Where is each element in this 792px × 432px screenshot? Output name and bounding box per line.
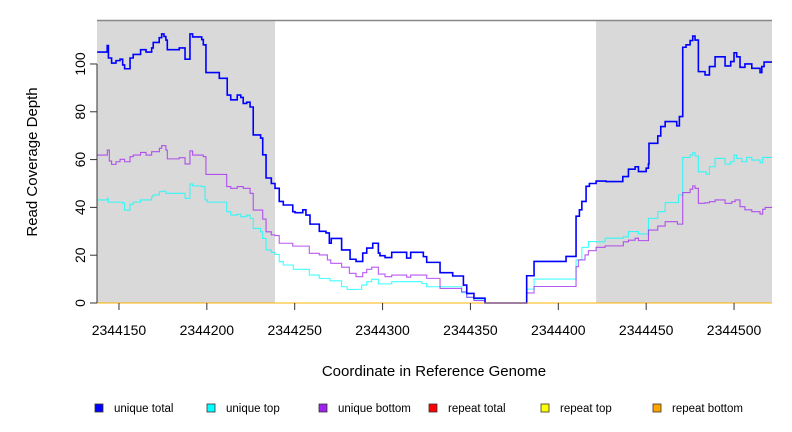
legend-swatch <box>206 403 216 413</box>
legend-label: unique bottom <box>338 403 411 415</box>
x-axis-title: Coordinate in Reference Genome <box>322 363 546 380</box>
legend-label: repeat total <box>448 403 506 415</box>
legend-item-unique-bottom: unique bottom <box>318 403 411 415</box>
legend-swatch <box>652 403 662 413</box>
legend-label: unique top <box>226 403 280 415</box>
shaded-regions <box>97 20 772 303</box>
legend-label: repeat bottom <box>672 403 743 415</box>
x-tick-label: 2344300 <box>355 322 410 338</box>
legend-swatch <box>318 403 328 413</box>
legend-label: unique total <box>114 403 173 415</box>
series-line-unique-total <box>97 33 772 304</box>
series-lines <box>97 33 772 304</box>
x-tick-label: 2344450 <box>619 322 674 338</box>
y-axis-title: Read Coverage Depth <box>24 87 41 236</box>
legend-label: repeat top <box>560 403 612 415</box>
x-tick-label: 2344500 <box>707 322 762 338</box>
y-tick-label: 80 <box>72 104 88 120</box>
x-axis: 2344150 2344200 2344250 2344300 2344350 23444… <box>92 303 762 338</box>
x-tick-label: 2344250 <box>267 322 322 338</box>
legend-item-repeat-total: repeat total <box>428 403 506 415</box>
legend-item-repeat-top: repeat top <box>540 403 612 415</box>
y-tick-label: 20 <box>72 247 88 263</box>
series-line-unique-bottom <box>97 145 772 304</box>
y-tick-label: 60 <box>72 152 88 168</box>
shaded-region-0 <box>97 20 276 303</box>
legend-swatch <box>428 403 438 413</box>
x-tick-label: 2344400 <box>531 322 586 338</box>
series-line-unique-top <box>97 152 772 304</box>
y-tick-label: 0 <box>72 299 88 307</box>
y-axis: 0 20 40 60 80 100 <box>72 52 98 307</box>
legend-item-unique-total: unique total <box>94 403 173 415</box>
legend-swatch <box>540 403 550 413</box>
y-tick-label: 40 <box>72 199 88 215</box>
legend-swatch <box>94 403 104 413</box>
x-tick-label: 2344350 <box>443 322 498 338</box>
legend-item-repeat-bottom: repeat bottom <box>652 403 743 415</box>
x-tick-label: 2344200 <box>180 322 235 338</box>
x-tick-label: 2344150 <box>92 322 147 338</box>
legend: unique total unique top unique bottom repea… <box>94 403 743 415</box>
y-tick-label: 100 <box>72 52 88 76</box>
legend-item-unique-top: unique top <box>206 403 280 415</box>
